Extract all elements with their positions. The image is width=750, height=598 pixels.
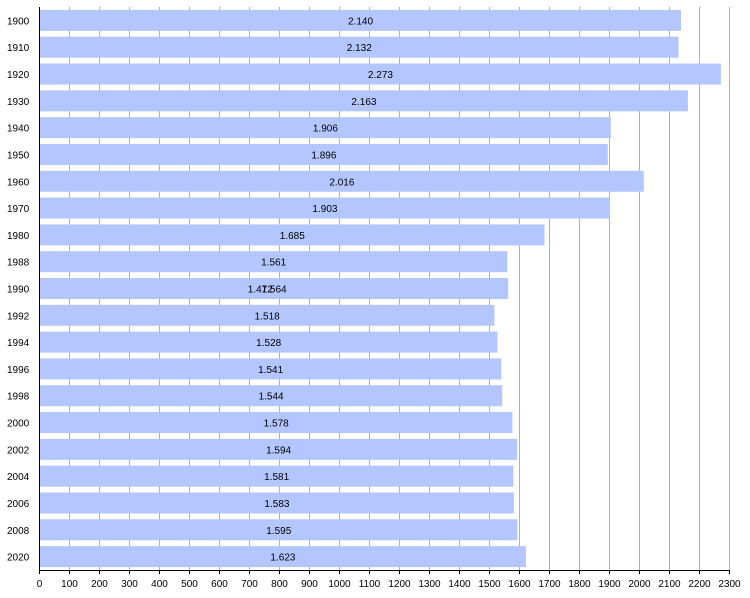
- value-label: 1.583: [264, 499, 289, 510]
- x-tick-label: 1700: [538, 579, 561, 590]
- x-tick-label: 1900: [598, 579, 621, 590]
- bar-1900: [40, 9, 681, 31]
- value-label: 1.903: [312, 204, 337, 215]
- bar-2006: [40, 492, 514, 514]
- bar-1920: [40, 63, 721, 85]
- x-tick-label: 600: [211, 579, 228, 590]
- x-tick-label: 1400: [448, 579, 471, 590]
- x-tick-label: 1500: [478, 579, 501, 590]
- x-tick-label: 400: [151, 579, 168, 590]
- x-tick-label: 2200: [688, 579, 711, 590]
- value-label: 2.132: [347, 43, 372, 54]
- value-label: 1.685: [280, 231, 305, 242]
- bar-1990: [40, 278, 509, 299]
- bar-2020: [40, 546, 526, 568]
- category-label: 2004: [7, 472, 30, 483]
- x-tick-label: 2000: [628, 579, 651, 590]
- x-tick-label: 500: [181, 579, 198, 590]
- category-label: 1920: [7, 70, 30, 81]
- category-label: 1900: [7, 16, 30, 27]
- category-label: 1996: [7, 365, 30, 376]
- x-tick-label: 200: [91, 579, 108, 590]
- bar-2000: [40, 412, 513, 434]
- value-label: 2.016: [329, 177, 354, 188]
- category-label: 1910: [7, 43, 30, 54]
- category-label: 2020: [7, 553, 30, 564]
- value-label: 2.163: [351, 97, 376, 108]
- category-label: 1970: [7, 204, 30, 215]
- bar-2008: [40, 519, 518, 541]
- x-tick-label: 300: [121, 579, 138, 590]
- value-label: 1.623: [270, 553, 295, 564]
- value-label: 1.564: [262, 285, 287, 296]
- x-tick-label: 900: [301, 579, 318, 590]
- category-label: 1930: [7, 97, 30, 108]
- category-label: 2002: [7, 445, 30, 456]
- x-tick-label: 1000: [328, 579, 351, 590]
- bar-1994: [40, 331, 498, 353]
- x-tick-label: 100: [61, 579, 78, 590]
- bar-1960: [40, 170, 644, 192]
- axes: [39, 7, 730, 574]
- bar-1970: [40, 197, 610, 219]
- bar-1950: [40, 143, 608, 165]
- value-label: 1.896: [311, 150, 336, 161]
- bar-1988: [40, 251, 508, 273]
- category-label: 1950: [7, 150, 30, 161]
- x-tick-label: 2300: [718, 579, 741, 590]
- labels: 0 100 200 300 400 500 600 700 800 900 1000 1100 1200…: [7, 16, 741, 590]
- bars: [40, 9, 721, 568]
- x-tick-label: 1300: [418, 579, 441, 590]
- value-label: 1.595: [266, 526, 291, 537]
- category-label: 1988: [7, 258, 30, 269]
- x-tick-label: 1800: [568, 579, 591, 590]
- bar-1998: [40, 385, 503, 407]
- category-label: 1994: [7, 338, 30, 349]
- value-label: 1.906: [313, 124, 338, 135]
- value-label: 1.578: [264, 419, 289, 430]
- x-tick-label: 1100: [359, 579, 381, 590]
- x-tick-label: 1200: [388, 579, 411, 590]
- x-tick-label: 0: [37, 579, 43, 590]
- value-label: 1.528: [256, 338, 281, 349]
- value-label: 2.140: [348, 16, 373, 27]
- x-tick-label: 1600: [508, 579, 531, 590]
- x-tick-label: 700: [241, 579, 258, 590]
- bar-2004: [40, 465, 514, 487]
- category-label: 1980: [7, 231, 30, 242]
- value-label: 1.518: [255, 311, 280, 322]
- x-tick-label: 800: [271, 579, 288, 590]
- bar-1940: [40, 117, 611, 139]
- value-label: 1.594: [266, 445, 291, 456]
- bar-1996: [40, 358, 502, 380]
- bar-1992: [40, 304, 495, 326]
- category-label: 1992: [7, 311, 30, 322]
- bar-1980: [40, 224, 545, 246]
- category-label: 1990: [7, 285, 30, 296]
- value-label: 1.581: [264, 472, 289, 483]
- bar-2002: [40, 438, 518, 460]
- category-label: 2006: [7, 499, 30, 510]
- category-label: 2008: [7, 526, 30, 537]
- value-label: 1.541: [258, 365, 283, 376]
- category-label: 1998: [7, 392, 30, 403]
- bar-1910: [40, 36, 679, 58]
- x-tick-label: 2100: [658, 579, 681, 590]
- value-label: 1.544: [259, 392, 284, 403]
- category-label: 2000: [7, 419, 30, 430]
- value-label: 2.273: [368, 70, 393, 81]
- extra-value-label: 1.472: [248, 285, 273, 296]
- value-label: 1.561: [261, 258, 286, 269]
- category-label: 1960: [7, 177, 30, 188]
- category-label: 1940: [7, 124, 30, 135]
- bar-1930: [40, 90, 688, 112]
